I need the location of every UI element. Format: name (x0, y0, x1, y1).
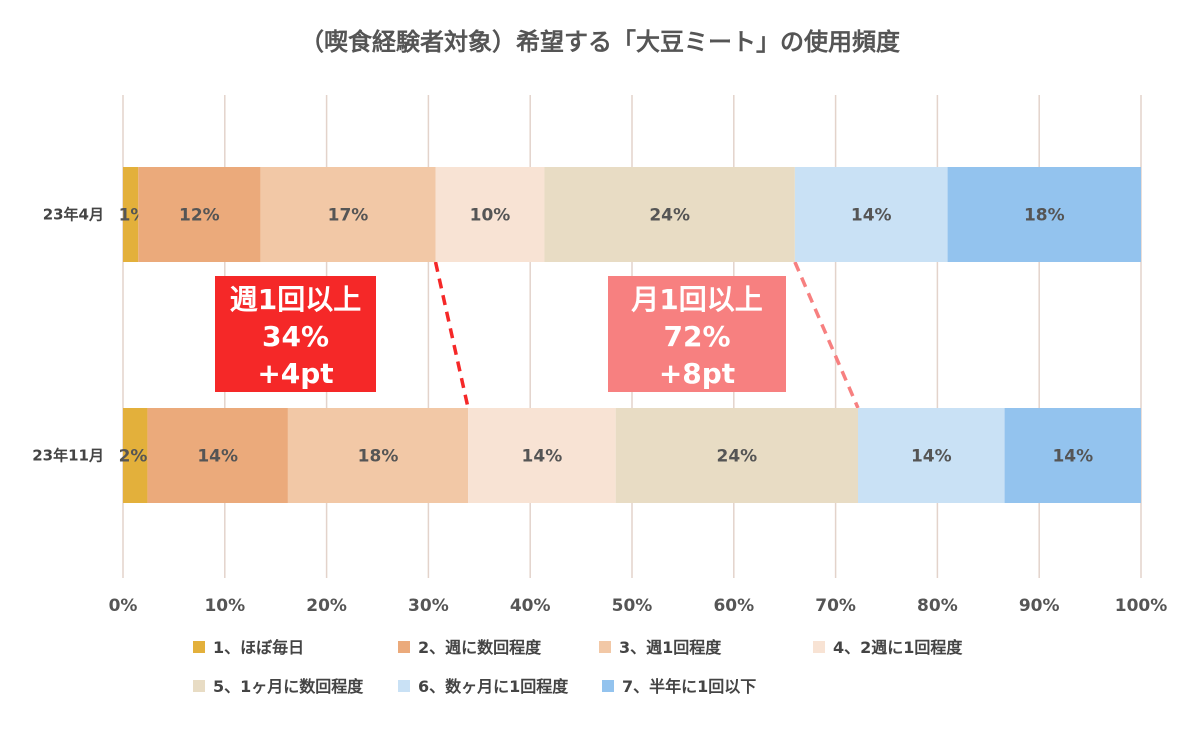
x-tick-label: 0% (109, 596, 138, 616)
category-label: 23年4月 (43, 206, 104, 224)
callout-text: +4pt (257, 357, 333, 390)
x-tick-label: 30% (408, 596, 449, 616)
callout-box (215, 276, 376, 392)
data-label: 10% (470, 206, 511, 226)
category-labels: 23年4月 23年11月 (32, 206, 104, 465)
bar-segment (544, 167, 795, 262)
x-axis-ticks: 0% 10% 20% 30% 40% 50% 60% 70% 80% 90% 100% (109, 596, 1168, 616)
legend-swatch (193, 680, 205, 692)
data-label: 12% (179, 206, 220, 226)
x-tick-label: 20% (306, 596, 347, 616)
data-label: 2% (119, 447, 148, 467)
bar-segment (123, 408, 148, 503)
legend-swatch (599, 641, 611, 653)
legend-label: 7、半年に1回以下 (622, 677, 756, 696)
legend-label: 4、2週に1回程度 (833, 638, 963, 657)
legend-label: 3、週1回程度 (619, 638, 722, 657)
legend-swatch (602, 680, 614, 692)
bar-segment (947, 167, 1141, 262)
data-label: 14% (522, 447, 563, 467)
bar-segment (260, 167, 436, 262)
legend-label: 1、ほぼ毎日 (213, 638, 304, 657)
x-tick-label: 90% (1019, 596, 1060, 616)
x-tick-label: 80% (917, 596, 958, 616)
x-tick-label: 70% (815, 596, 856, 616)
bar-segment (615, 408, 858, 503)
data-label: 14% (197, 447, 238, 467)
callout-text: 34% (262, 320, 329, 353)
callouts: 週1回以上 34% +4pt 月1回以上 72% +8pt (215, 276, 786, 392)
callout-text: 72% (663, 320, 730, 353)
bar-segment (138, 167, 261, 262)
legend-label: 6、数ヶ月に1回程度 (418, 677, 569, 696)
x-tick-label: 100% (1115, 596, 1168, 616)
data-label: 14% (911, 447, 952, 467)
connector-line (433, 261, 470, 409)
connector-line (793, 261, 860, 409)
x-tick-label: 10% (204, 596, 245, 616)
category-label: 23年11月 (32, 447, 104, 465)
bar-segment (147, 408, 288, 503)
x-tick-label: 60% (713, 596, 754, 616)
bar-segment (435, 167, 545, 262)
bar-segment (1004, 408, 1141, 503)
data-label: 17% (328, 206, 369, 226)
x-tick-label: 40% (510, 596, 551, 616)
x-tick-label: 50% (612, 596, 653, 616)
legend-swatch (193, 641, 205, 653)
data-label: 14% (1052, 447, 1093, 467)
data-label: 24% (717, 447, 758, 467)
bar-segment (123, 167, 139, 262)
data-label: 14% (851, 206, 892, 226)
callout-box (608, 276, 786, 392)
bar-segment (287, 408, 469, 503)
bar-segment (794, 167, 948, 262)
bar-segment (468, 408, 616, 503)
callout-text: 週1回以上 (230, 283, 361, 316)
data-label: 18% (358, 447, 399, 467)
data-label: 18% (1024, 206, 1065, 226)
chart-title: （喫食経験者対象）希望する「大豆ミート」の使用頻度 (300, 28, 901, 56)
data-label: 24% (649, 206, 690, 226)
legend-swatch (398, 680, 410, 692)
callout-text: 月1回以上 (630, 283, 762, 316)
bars: 1% 12% 17% 10% 24% 14% 18%2% 14% 18% 14% 24% 14% 14% (119, 167, 1141, 503)
connector-lines (433, 261, 860, 409)
legend: 1、ほぼ毎日 2、週に数回程度 3、週1回程度 4、2週に1回程度 5、1ヶ月に数回程度… (193, 638, 963, 696)
callout-text: +8pt (659, 357, 735, 390)
bar-segment (857, 408, 1005, 503)
legend-label: 2、週に数回程度 (418, 638, 542, 657)
legend-label: 5、1ヶ月に数回程度 (213, 677, 364, 696)
legend-swatch (813, 641, 825, 653)
legend-swatch (398, 641, 410, 653)
